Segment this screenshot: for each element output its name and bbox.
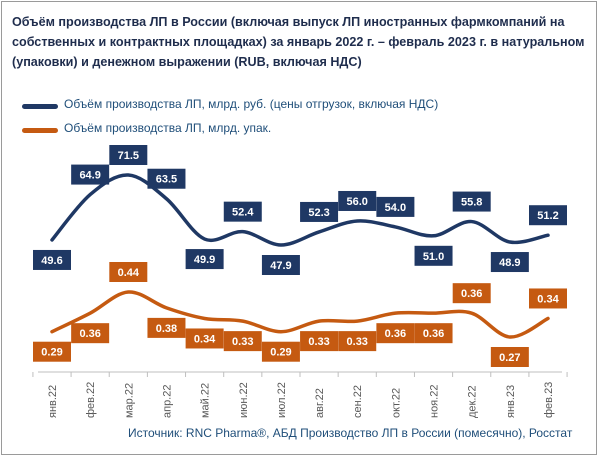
data-label-box	[529, 205, 567, 226]
data-label-box	[300, 331, 339, 352]
data-label: 48.9	[499, 257, 520, 269]
data-label-box	[109, 262, 148, 282]
x-tick-label: апр.22	[161, 385, 173, 418]
data-label-box	[147, 168, 186, 189]
data-label-box	[71, 323, 110, 344]
data-label: 56.0	[347, 196, 368, 208]
data-label: 0.27	[499, 352, 520, 364]
data-label: 55.8	[461, 197, 482, 209]
data-label-box	[452, 283, 491, 304]
data-label: 49.6	[41, 255, 62, 267]
data-label: 0.29	[270, 347, 291, 359]
data-label-box	[338, 190, 377, 211]
x-tick-label: авг.22	[314, 388, 326, 418]
x-tick-label: июл.22	[276, 382, 288, 418]
data-label-box	[414, 245, 453, 266]
data-label-box	[109, 145, 148, 165]
data-label: 0.34	[194, 333, 216, 345]
data-label-box	[376, 196, 415, 217]
data-label: 0.36	[79, 328, 100, 340]
x-tick-label: окт.22	[390, 388, 402, 418]
data-label: 0.44	[118, 267, 140, 279]
data-label-box	[338, 331, 377, 352]
source-note: Источник: RNC Pharma®, АБД Производство …	[128, 426, 573, 440]
data-label-box	[147, 317, 186, 338]
data-label: 64.9	[79, 170, 100, 182]
data-label: 0.33	[347, 336, 368, 348]
series-line-rub	[50, 173, 550, 247]
data-label: 54.0	[385, 202, 406, 214]
data-label: 0.33	[232, 336, 253, 348]
data-label: 71.5	[118, 150, 139, 162]
x-tick-label: май.22	[200, 383, 212, 418]
x-tick-label: июн.22	[238, 382, 250, 418]
data-label: 51.0	[423, 251, 444, 263]
x-tick-label: янв.23	[505, 385, 517, 418]
data-label: 0.38	[156, 323, 177, 335]
data-label: 52.3	[308, 207, 329, 219]
data-label: 51.2	[537, 210, 558, 222]
data-label-box	[261, 341, 300, 362]
x-tick-label: мар.22	[123, 383, 135, 418]
data-label: 0.29	[41, 347, 62, 359]
data-label: 0.36	[423, 328, 444, 340]
data-label: 0.36	[385, 328, 406, 340]
data-label: 52.4	[232, 207, 254, 219]
data-label-box	[414, 323, 453, 344]
series-line-pack	[50, 290, 550, 339]
data-label-box	[490, 347, 529, 367]
x-tick-label: сен.22	[352, 385, 364, 418]
data-label-box	[33, 249, 71, 270]
data-label-box	[490, 252, 529, 273]
data-label-box	[300, 201, 339, 222]
data-label: 63.5	[156, 174, 177, 186]
x-tick-label: ноя.22	[429, 385, 441, 418]
legend-swatch-pack	[22, 128, 58, 133]
data-label-box	[185, 328, 224, 349]
x-tick-label: янв.22	[47, 385, 59, 418]
legend-label-pack: Объём производства ЛП, млрд. упак.	[64, 121, 272, 135]
data-label-box	[71, 164, 110, 185]
data-label-box	[33, 341, 71, 362]
data-label: 0.36	[461, 288, 482, 300]
data-label-box	[223, 201, 262, 222]
data-label-box	[452, 191, 491, 212]
chart-title: Объём производства ЛП в России (включая …	[12, 15, 585, 69]
x-tick-label: фев.22	[85, 382, 97, 418]
legend-label-rub: Объём производства ЛП, млрд. руб. (цены …	[64, 97, 439, 111]
data-label: 47.9	[270, 260, 291, 272]
data-label-box	[529, 288, 567, 309]
data-label: 0.33	[308, 336, 329, 348]
data-label-box	[376, 323, 415, 344]
data-label-box	[261, 255, 300, 275]
data-label-box	[185, 249, 224, 270]
data-label: 49.9	[194, 254, 215, 266]
x-tick-label: фев.23	[543, 382, 555, 418]
data-label: 0.34	[537, 293, 559, 305]
legend-swatch-rub	[22, 104, 58, 109]
data-label-box	[223, 331, 262, 352]
x-tick-label: дек.22	[467, 385, 479, 418]
